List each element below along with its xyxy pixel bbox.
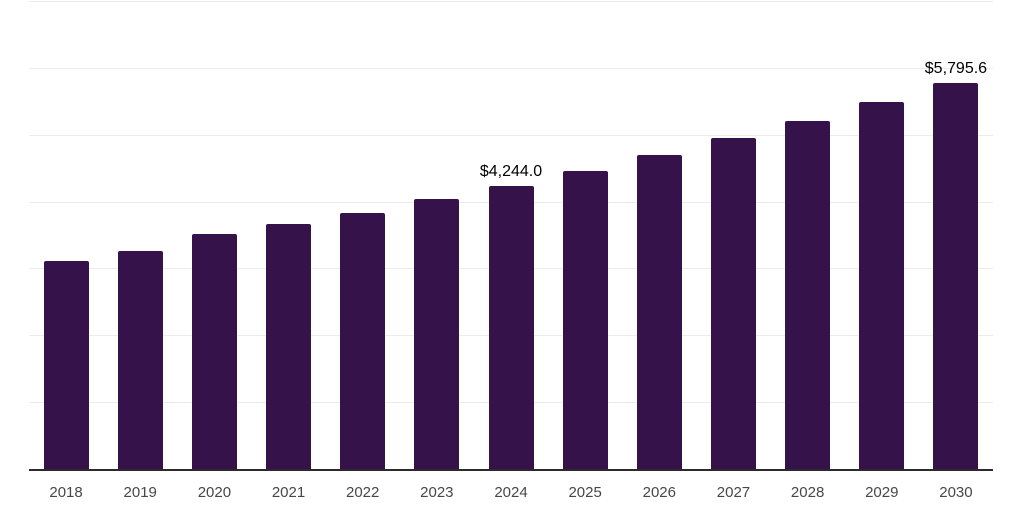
bar-2029[interactable] — [859, 102, 905, 470]
bar-2030[interactable] — [933, 82, 979, 470]
x-tick-label-2018: 2018 — [49, 484, 83, 501]
x-tick-label-2020: 2020 — [197, 484, 232, 501]
x-tick-label-2030: 2030 — [939, 484, 973, 501]
x-tick-label-2027: 2027 — [716, 484, 751, 501]
bar-2019[interactable] — [117, 251, 163, 470]
x-tick-label-2022: 2022 — [346, 484, 380, 501]
gridline-6000 — [29, 67, 993, 69]
bar-2021[interactable] — [266, 223, 312, 470]
bar-2026[interactable] — [636, 155, 682, 470]
x-tick-label-2025: 2025 — [568, 484, 602, 501]
gridline-7000 — [29, 1, 993, 2]
bar-2022[interactable] — [340, 212, 386, 470]
x-tick-label-2021: 2021 — [271, 484, 306, 501]
x-tick-label-2026: 2026 — [642, 484, 676, 501]
bar-2018[interactable] — [43, 261, 89, 470]
bar-value-label-2024: $4,244.0 — [479, 163, 543, 181]
x-axis-labels: 2018 2019 2020 2021 2022 2023 2024 2025 2026 2027… — [29, 484, 993, 504]
bar-2027[interactable] — [710, 137, 756, 470]
x-axis-line — [29, 469, 993, 471]
bar-2023[interactable] — [414, 198, 460, 470]
bar-value-label-2030: $5,795.6 — [924, 59, 988, 77]
gridline-5000 — [29, 134, 993, 136]
x-tick-label-2024: 2024 — [494, 484, 528, 501]
x-tick-label-2028: 2028 — [790, 484, 825, 501]
bar-2020[interactable] — [191, 234, 237, 470]
bar-2028[interactable] — [785, 121, 831, 470]
bar-2025[interactable] — [562, 171, 608, 470]
bar-2024[interactable] — [488, 186, 534, 470]
x-tick-label-2029: 2029 — [865, 484, 899, 501]
x-tick-label-2019: 2019 — [123, 484, 157, 501]
x-tick-label-2023: 2023 — [420, 484, 454, 501]
plot-area: $4,244.0 $5,795.6 — [29, 1, 993, 470]
